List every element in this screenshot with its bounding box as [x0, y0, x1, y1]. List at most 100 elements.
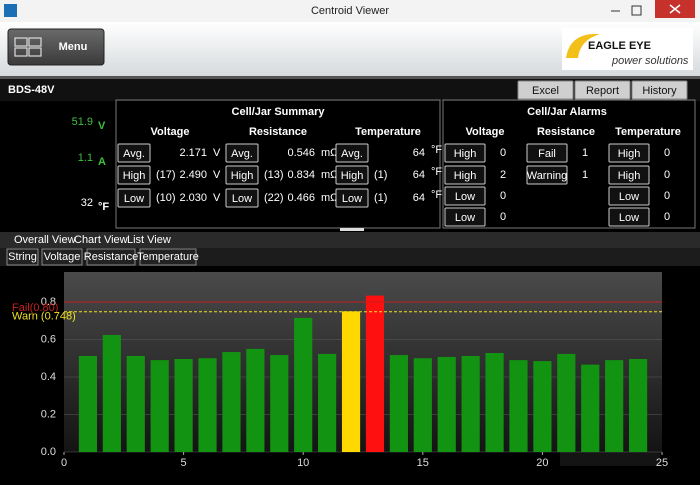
alarm-count: 2: [500, 169, 506, 181]
summary-button-label: High: [231, 170, 254, 182]
summary-button-label: Avg.: [123, 148, 145, 160]
alarm-count: 0: [664, 147, 670, 159]
alarm-count: 0: [500, 147, 506, 159]
window-controls[interactable]: [611, 0, 695, 18]
maximize[interactable]: [631, 5, 642, 16]
summary-button-label: Avg.: [341, 148, 363, 160]
bar: [150, 360, 169, 452]
summary-value: 64: [413, 147, 425, 159]
bar: [318, 353, 337, 452]
threshold-label: Warn (0.748): [12, 311, 76, 323]
summary-button-label: High: [341, 170, 364, 182]
summary-button-label: Avg.: [231, 148, 253, 160]
summary-button[interactable]: [335, 143, 369, 163]
bar: [509, 360, 528, 452]
alarms-panel: [442, 99, 696, 229]
alarm-button[interactable]: [444, 165, 486, 185]
alarm-count: 0: [500, 211, 506, 223]
summary-button[interactable]: [335, 188, 369, 208]
reading-unit: °F: [98, 201, 109, 213]
title-bar: [0, 0, 700, 22]
menu-button[interactable]: [7, 28, 105, 66]
summary-button[interactable]: [225, 188, 259, 208]
y-tick-label: 0.0: [41, 446, 56, 458]
bar: [485, 353, 504, 452]
header-button-label: Report: [586, 85, 619, 97]
alarm-button-label: Warning: [527, 170, 568, 182]
alarm-button[interactable]: [526, 165, 568, 185]
alarm-button[interactable]: [608, 207, 650, 227]
summary-unit: V: [213, 169, 221, 181]
bar: [365, 295, 385, 452]
column-header: Voltage: [151, 126, 190, 138]
summary-unit: mΩ: [321, 147, 338, 159]
summary-button-label: Low: [232, 193, 252, 205]
summary-value: 2.490: [179, 169, 207, 181]
reading-unit: V: [98, 120, 106, 132]
column-header: Temperature: [615, 126, 681, 138]
bar: [557, 353, 576, 452]
alarm-button-label: Fail: [538, 148, 556, 160]
alarm-button[interactable]: [608, 186, 650, 206]
alarm-button[interactable]: [444, 186, 486, 206]
alarm-button[interactable]: [608, 143, 650, 163]
summary-button-label: Low: [124, 193, 144, 205]
x-tick-label: 25: [656, 457, 668, 469]
alarm-button[interactable]: [608, 165, 650, 185]
summary-panel: [115, 99, 441, 229]
y-tick-label: 0.6: [41, 333, 56, 345]
alarm-button[interactable]: [526, 143, 568, 163]
view-tab[interactable]: List View: [127, 234, 171, 246]
alarm-button[interactable]: [444, 207, 486, 227]
y-tick-label: 0.8: [41, 296, 56, 308]
reading-value: 51.9: [72, 116, 93, 128]
summary-button[interactable]: [225, 165, 259, 185]
subtab-label: Resistance: [84, 251, 138, 263]
header-button[interactable]: [574, 80, 631, 100]
alarm-count: 1: [582, 147, 588, 159]
alarm-button-label: Low: [619, 212, 639, 224]
y-tick-label: 0.2: [41, 408, 56, 420]
alarm-button-label: High: [454, 148, 477, 160]
subtab[interactable]: [139, 248, 197, 266]
bar: [628, 359, 648, 452]
header-button[interactable]: [631, 80, 688, 100]
summary-button[interactable]: [225, 143, 259, 163]
summary-button[interactable]: [335, 165, 369, 185]
summary-title: Cell/Jar Summary: [232, 106, 326, 118]
alarm-button-label: High: [618, 170, 641, 182]
cell-number: (22): [264, 192, 284, 204]
menu-label[interactable]: Menu: [59, 41, 88, 53]
device-name: BDS-48V: [8, 84, 55, 96]
window-title: Centroid Viewer: [311, 5, 389, 17]
summary-unit: °F: [431, 144, 442, 156]
bar: [437, 356, 456, 452]
alarm-count: 0: [500, 190, 506, 202]
summary-unit: mΩ: [321, 192, 338, 204]
subtab[interactable]: [86, 248, 136, 266]
alarm-button-label: Low: [455, 191, 475, 203]
header-button[interactable]: [517, 80, 574, 100]
bar: [102, 335, 121, 452]
summary-button[interactable]: [117, 165, 151, 185]
bar: [389, 355, 408, 452]
reading-unit: A: [98, 156, 106, 168]
summary-button[interactable]: [117, 143, 151, 163]
y-tick-label: 0.4: [41, 371, 56, 383]
summary-button[interactable]: [117, 188, 151, 208]
bar: [198, 358, 217, 452]
logo-subtitle: power solutions: [611, 55, 689, 67]
view-tab[interactable]: Chart View: [74, 234, 128, 246]
cell-number: (13): [264, 169, 284, 181]
bar: [174, 359, 193, 452]
view-tab[interactable]: Overall View: [14, 234, 76, 246]
alarm-button[interactable]: [444, 143, 486, 163]
subtab[interactable]: [41, 248, 83, 266]
subtab[interactable]: [6, 248, 39, 266]
alarm-count: 0: [664, 190, 670, 202]
alarm-count: 0: [664, 211, 670, 223]
subtab-label: Temperature: [137, 251, 199, 263]
cell-number: (10): [156, 192, 176, 204]
summary-button-label: High: [123, 170, 146, 182]
